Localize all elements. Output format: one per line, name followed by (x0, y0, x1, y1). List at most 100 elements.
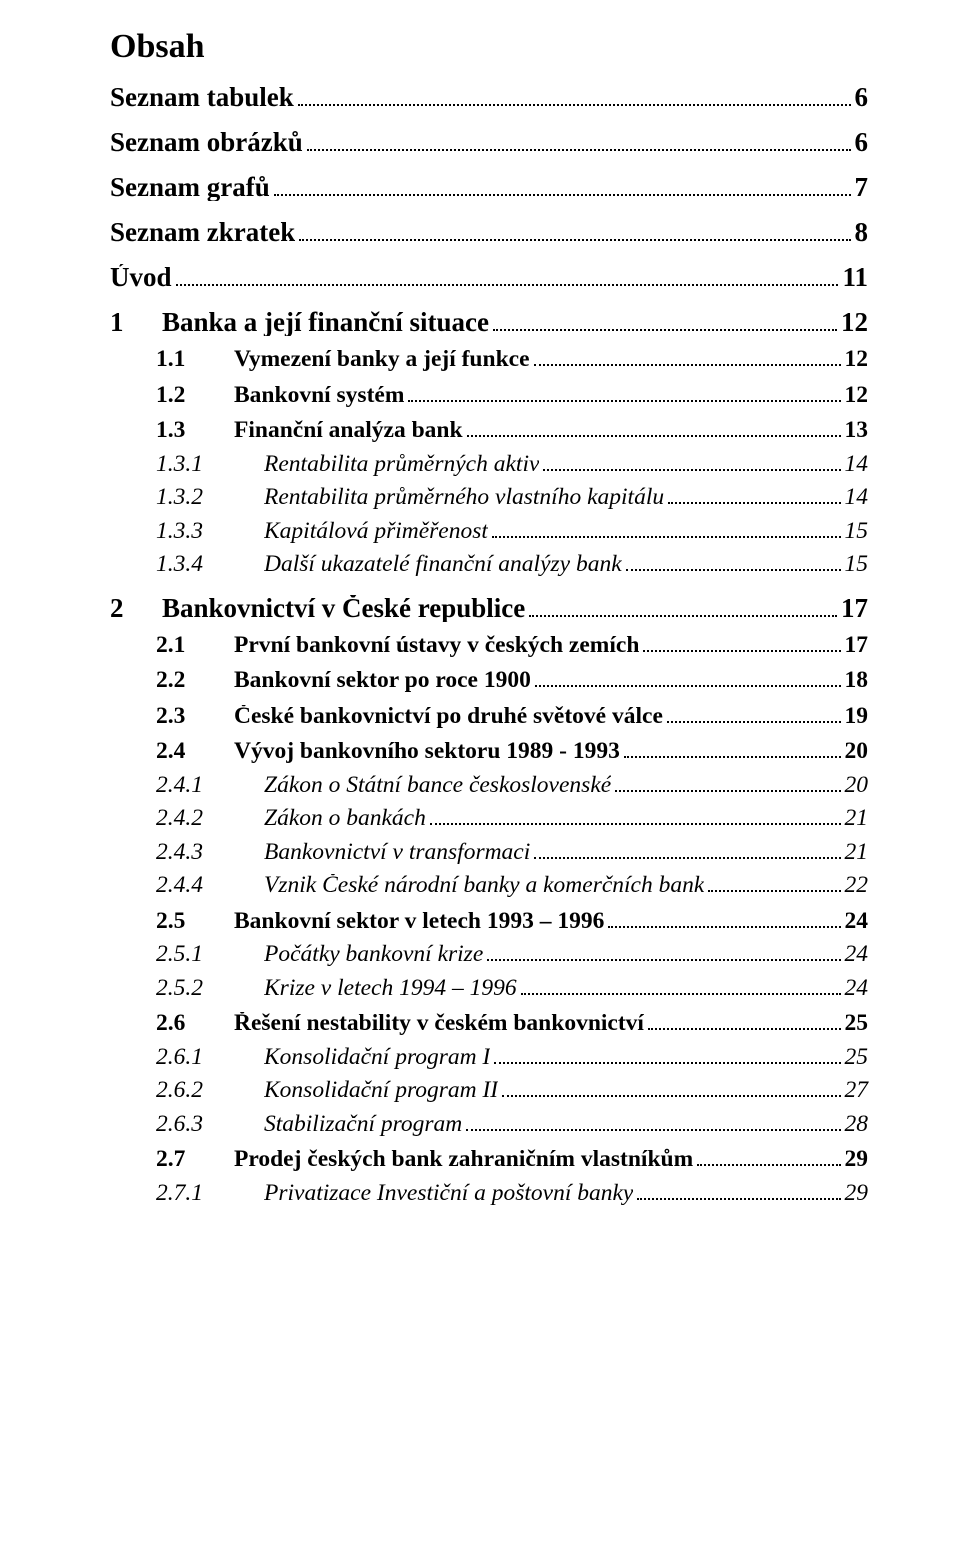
toc-leader-dots (529, 615, 837, 617)
toc-entry-page: 17 (845, 634, 869, 658)
toc-entry-page: 24 (845, 910, 869, 934)
toc-leader-dots (502, 1095, 840, 1097)
toc-entry-label: Úvod (110, 264, 172, 291)
toc-entry: 2.3České bankovnictví po druhé světové v… (110, 705, 868, 729)
toc-entry: 2.6.2Konsolidační program II 27 (110, 1079, 868, 1103)
toc-entry: 2Bankovnictví v České republice 17 (110, 595, 868, 622)
toc-entry-number: 2.4.1 (156, 774, 264, 798)
toc-entry-number: 1 (110, 309, 162, 336)
toc-entry-label: Privatizace Investiční a poštovní banky (264, 1182, 633, 1206)
toc-entry-label: Další ukazatelé finanční analýzy bank (264, 553, 622, 577)
toc-entry: 2.1První bankovní ústavy v českých zemíc… (110, 634, 868, 658)
toc-entry-page: 13 (845, 419, 869, 443)
toc-entry: 2.7.1Privatizace Investiční a poštovní b… (110, 1182, 868, 1206)
toc-leader-dots (494, 1062, 840, 1064)
toc-entry-number: 2.3 (156, 705, 234, 729)
toc-entry-page: 6 (855, 129, 869, 156)
toc-entry: 1Banka a její finanční situace12 (110, 309, 868, 336)
toc-leader-dots (535, 685, 841, 687)
toc-entry-label: Konsolidační program II (264, 1079, 498, 1103)
toc-leader-dots (708, 890, 840, 892)
toc-entry-number: 2.2 (156, 669, 234, 693)
toc-entry: 2.4.3Bankovnictví v transformaci21 (110, 841, 868, 865)
toc-entry: 2.6.1Konsolidační program I25 (110, 1046, 868, 1070)
toc-entry-page: 8 (855, 219, 869, 246)
toc-entry-label: První bankovní ústavy v českých zemích (234, 634, 639, 658)
toc-leader-dots (408, 400, 840, 402)
toc-entry-page: 11 (842, 264, 868, 291)
toc-leader-dots (430, 823, 841, 825)
toc-entry-label: Krize v letech 1994 – 1996 (264, 977, 517, 1001)
toc-leader-dots (307, 149, 851, 151)
toc-leader-dots (466, 1129, 840, 1131)
toc-entry: 1.3.4Další ukazatelé finanční analýzy ba… (110, 553, 868, 577)
toc-entry-page: 12 (845, 348, 869, 372)
toc-entry-number: 2.5 (156, 910, 234, 934)
toc-entry-page: 24 (845, 977, 869, 1001)
toc-entry-label: Seznam grafů (110, 174, 270, 201)
toc-leader-dots (648, 1028, 841, 1030)
toc-entry-page: 29 (845, 1148, 869, 1172)
toc-entry: 1.1Vymezení banky a její funkce12 (110, 348, 868, 372)
toc-leader-dots (487, 959, 840, 961)
toc-entry-number: 2.6.2 (156, 1079, 264, 1103)
toc-entry-page: 24 (845, 943, 869, 967)
toc-entry: 1.2Bankovní systém12 (110, 384, 868, 408)
toc-entry-page: 14 (845, 486, 869, 510)
toc-entry-label: Prodej českých bank zahraničním vlastník… (234, 1148, 693, 1172)
toc-entry: 2.4.2Zákon o bankách21 (110, 807, 868, 831)
toc-entry-page: 7 (855, 174, 869, 201)
toc-entry-page: 18 (845, 669, 869, 693)
toc-entry-label: Zákon o Státní bance československé (264, 774, 611, 798)
toc-entry-number: 2.4.3 (156, 841, 264, 865)
toc-entry-number: 2 (110, 595, 162, 622)
toc-leader-dots (467, 435, 841, 437)
toc-entry-label: Zákon o bankách (264, 807, 426, 831)
toc-leader-dots (608, 926, 840, 928)
toc-leader-dots (299, 239, 850, 241)
toc-entry: Úvod 11 (110, 264, 868, 291)
toc-leader-dots (298, 104, 851, 106)
toc-entry-number: 1.3.2 (156, 486, 264, 510)
toc-leader-dots (274, 194, 851, 196)
toc-entry-label: Konsolidační program I (264, 1046, 490, 1070)
toc-entry-page: 6 (855, 84, 869, 111)
toc-entry-number: 1.3.4 (156, 553, 264, 577)
toc-entry-number: 2.1 (156, 634, 234, 658)
toc-entry-number: 2.6.3 (156, 1113, 264, 1137)
toc-entry-number: 2.7.1 (156, 1182, 264, 1206)
toc-entry: 2.6.3Stabilizační program28 (110, 1113, 868, 1137)
toc-entry: 1.3.1Rentabilita průměrných aktiv14 (110, 453, 868, 477)
toc-entry-page: 12 (841, 309, 868, 336)
toc-entry: 1.3Finanční analýza bank13 (110, 419, 868, 443)
toc-entry-label: Bankovnictví v České republice (162, 595, 525, 622)
toc-entry-number: 1.3 (156, 419, 234, 443)
toc-entry-label: Bankovní sektor v letech 1993 – 1996 (234, 910, 604, 934)
toc-leader-dots (176, 284, 839, 286)
toc-leader-dots (637, 1198, 840, 1200)
toc-leader-dots (521, 993, 841, 995)
toc-leader-dots (667, 721, 841, 723)
toc-entry-page: 20 (845, 774, 869, 798)
toc-entry-page: 17 (841, 595, 868, 622)
toc-entry-page: 19 (845, 705, 869, 729)
toc-entry: Seznam zkratek8 (110, 219, 868, 246)
toc-entry-label: Rentabilita průměrných aktiv (264, 453, 539, 477)
toc-leader-dots (668, 502, 840, 504)
toc-entry-label: Seznam obrázků (110, 129, 303, 156)
toc-entry-number: 2.4 (156, 740, 234, 764)
toc-entry: Seznam tabulek6 (110, 84, 868, 111)
toc-entry-label: Stabilizační program (264, 1113, 462, 1137)
toc-entry-number: 2.5.2 (156, 977, 264, 1001)
toc-leader-dots (534, 857, 840, 859)
toc-entry: 2.4.1Zákon o Státní bance československé… (110, 774, 868, 798)
toc-entry: 2.7Prodej českých bank zahraničním vlast… (110, 1148, 868, 1172)
toc-entry-label: Řešení nestability v českém bankovnictví (234, 1012, 644, 1036)
toc-entry-label: Bankovní sektor po roce 1900 (234, 669, 531, 693)
toc-entry-page: 27 (845, 1079, 869, 1103)
toc-entry-page: 25 (845, 1046, 869, 1070)
toc-entry-label: Rentabilita průměrného vlastního kapitál… (264, 486, 664, 510)
toc-entry-page: 15 (845, 520, 869, 544)
toc-entry-number: 2.4.4 (156, 874, 264, 898)
toc-leader-dots (534, 364, 841, 366)
